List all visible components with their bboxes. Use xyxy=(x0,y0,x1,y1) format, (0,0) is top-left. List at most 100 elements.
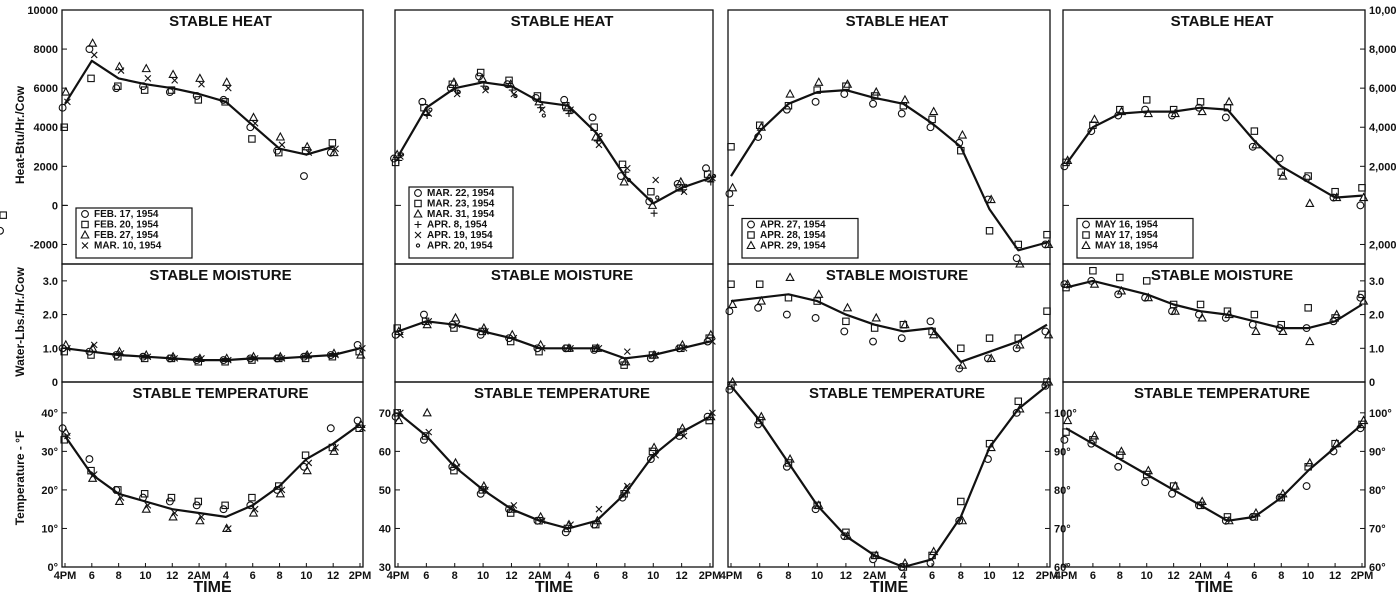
y-tick-label: 100° xyxy=(1054,408,1077,420)
data-point-triangle xyxy=(756,295,767,305)
data-point-square xyxy=(928,115,936,124)
x-tick-label: 8 xyxy=(452,570,458,582)
data-point-square xyxy=(1304,172,1312,180)
data-point-triangle xyxy=(1116,106,1127,116)
x-tick-label: 8 xyxy=(116,570,122,582)
data-point-x xyxy=(171,509,179,517)
data-point-circle xyxy=(560,95,569,104)
data-point-circle xyxy=(1356,424,1365,433)
chart-panel-7: STABLE MOISTURE xyxy=(725,263,1054,383)
data-point-x xyxy=(510,334,518,342)
data-point-triangle xyxy=(1197,496,1207,506)
y-tick-label: 10° xyxy=(41,523,58,535)
data-point-x xyxy=(510,90,518,98)
data-point-circle xyxy=(1356,201,1365,210)
data-point-dot xyxy=(683,183,688,188)
data-point-triangle xyxy=(329,446,339,455)
data-point-square xyxy=(870,324,879,332)
series-1 xyxy=(58,416,362,514)
x-tick-label: 4PM xyxy=(720,570,743,582)
x-tick-label: 12 xyxy=(1329,570,1341,582)
data-point-triangle xyxy=(1043,376,1054,386)
data-point-triangle xyxy=(1358,415,1369,425)
data-point-triangle xyxy=(871,86,881,96)
series-3 xyxy=(394,312,716,366)
data-point-triangle xyxy=(957,129,968,139)
legend-marker xyxy=(81,242,89,249)
data-point-circle xyxy=(326,424,335,433)
y-tick-label: 0° xyxy=(47,562,58,574)
data-point-square xyxy=(957,497,965,506)
data-point-triangle xyxy=(620,356,631,366)
data-point-circle xyxy=(869,555,877,564)
data-point-triangle xyxy=(1224,96,1234,106)
data-point-triangle xyxy=(422,407,432,417)
data-point-square xyxy=(87,74,95,83)
series-2 xyxy=(1062,96,1366,196)
data-point-square xyxy=(194,497,203,506)
data-point-x xyxy=(144,353,152,361)
data-point-triangle xyxy=(479,322,489,332)
y-tick-label: 0 xyxy=(52,200,58,212)
data-point-triangle xyxy=(394,415,404,425)
legend-marker xyxy=(747,231,755,239)
data-point-square xyxy=(647,187,655,196)
x-tick-label: 12 xyxy=(327,570,339,582)
data-point-square xyxy=(957,344,965,353)
x-tick-label: 6 xyxy=(757,570,763,582)
series-3 xyxy=(61,339,366,362)
data-point-triangle xyxy=(248,507,259,517)
data-point-triangle xyxy=(842,531,853,540)
data-point-square xyxy=(1250,310,1259,319)
data-point-triangle xyxy=(986,442,996,452)
data-point-triangle xyxy=(704,172,714,182)
data-point-circle xyxy=(420,310,428,319)
data-point-square xyxy=(784,459,793,467)
data-point-square xyxy=(114,352,122,361)
data-point-circle xyxy=(1248,320,1257,329)
data-point-square xyxy=(1358,184,1366,192)
fitted-curve xyxy=(64,347,361,362)
data-point-triangle xyxy=(356,349,366,359)
y-tick-label: 2,000 xyxy=(1369,161,1396,173)
data-point-triangle xyxy=(507,329,517,339)
data-point-circle xyxy=(1041,381,1050,390)
data-point-circle xyxy=(1114,111,1123,120)
legend-marker xyxy=(414,231,422,239)
legend-marker xyxy=(747,220,755,229)
data-point-circle xyxy=(420,435,428,444)
data-point-circle xyxy=(418,97,427,106)
y-tick-label: 8000 xyxy=(34,44,58,56)
x-tick-label: 4 xyxy=(565,570,572,582)
y-tick-label: 90° xyxy=(1054,446,1071,458)
series-4 xyxy=(64,341,366,364)
series-6 xyxy=(399,86,717,200)
fitted-curve xyxy=(397,81,711,205)
series-1 xyxy=(725,303,1050,373)
legend-marker xyxy=(746,240,756,250)
x-tick-label: 10 xyxy=(477,570,489,582)
data-point-circle xyxy=(588,113,597,122)
data-point-square xyxy=(1304,304,1312,312)
data-point-square xyxy=(1043,230,1051,239)
data-point-triangle xyxy=(1015,339,1025,349)
x-tick-label: 4PM xyxy=(54,570,77,582)
data-point-triangle xyxy=(1170,108,1180,118)
data-point-triangle xyxy=(900,94,910,104)
data-point-circle xyxy=(675,432,684,440)
series-2 xyxy=(393,317,713,369)
series-3 xyxy=(727,376,1054,567)
data-point-triangle xyxy=(649,442,659,452)
panel-title: STABLE HEAT xyxy=(169,13,272,30)
data-point-triangle xyxy=(392,149,402,159)
data-point-triangle xyxy=(1278,170,1288,180)
data-point-dot xyxy=(541,113,546,118)
x-tick-label: 10 xyxy=(1302,570,1314,582)
y-tick-label: 4000 xyxy=(34,122,58,134)
y-tick-label: 30 xyxy=(379,562,391,574)
x-tick-label: 4PM xyxy=(387,570,410,582)
